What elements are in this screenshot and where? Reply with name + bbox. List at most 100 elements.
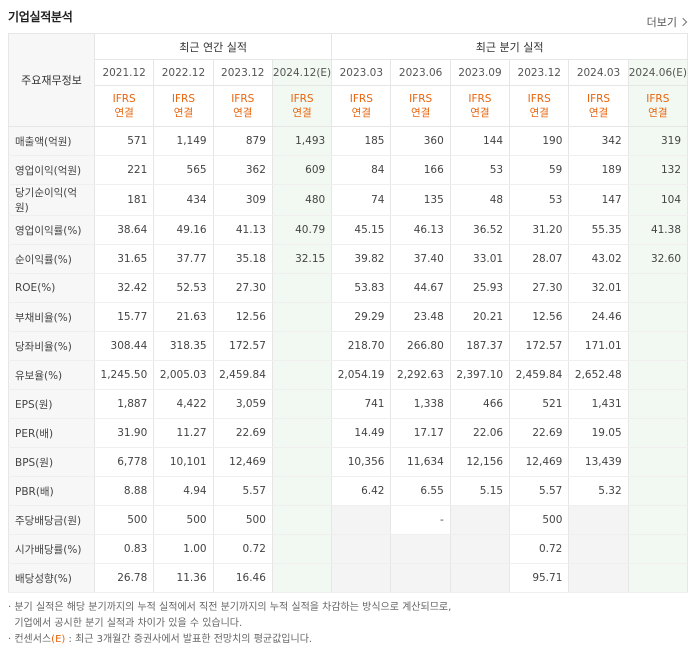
more-link[interactable]: 더보기 bbox=[646, 14, 688, 30]
row-label: EPS(원) bbox=[8, 389, 95, 419]
table-cell bbox=[627, 447, 689, 477]
table-cell: 1,245.50 bbox=[93, 360, 155, 390]
ifrs-bottom: 연결 bbox=[410, 107, 431, 119]
table-cell bbox=[271, 447, 333, 477]
table-cell: 1,149 bbox=[153, 126, 214, 156]
table-cell: 25.93 bbox=[449, 273, 511, 303]
footnote-2: · 컨센서스(E) : 최근 3개월간 증권사에서 발표한 전망치의 평균값입니… bbox=[8, 634, 313, 645]
table-cell: 53 bbox=[449, 155, 511, 185]
table-cell bbox=[568, 534, 629, 564]
row-label: PBR(배) bbox=[8, 476, 95, 506]
table-cell: 32.60 bbox=[627, 244, 689, 274]
table-cell bbox=[271, 360, 333, 390]
footnotes: · 분기 실적은 해당 분기까지의 누적 실적에서 직전 분기까지의 누적 실적… bbox=[8, 600, 451, 648]
row-label: 당기순이익(억원) bbox=[8, 184, 95, 216]
table-cell: 0.72 bbox=[509, 534, 570, 564]
table-cell: 15.77 bbox=[93, 302, 155, 332]
table-cell: 218.70 bbox=[331, 331, 392, 361]
row-label: 영업이익률(%) bbox=[8, 215, 95, 245]
table-cell bbox=[331, 505, 392, 535]
ifrs-bottom: 연결 bbox=[233, 107, 253, 119]
table-cell: 84 bbox=[331, 155, 392, 185]
table-cell: 19.05 bbox=[568, 418, 629, 448]
table-cell: 104 bbox=[627, 184, 689, 216]
period-header: 2023.09 bbox=[449, 59, 511, 86]
table-row: 부채비율(%) 15.77 21.63 12.56 29.29 23.48 20.21 12.… bbox=[8, 302, 689, 332]
table-cell: 172.57 bbox=[509, 331, 570, 361]
row-label: 유보율(%) bbox=[8, 360, 95, 390]
table-cell: 12,469 bbox=[212, 447, 273, 477]
table-cell: 41.38 bbox=[627, 215, 689, 245]
table-cell: 40.79 bbox=[271, 215, 333, 245]
ifrs-label: IFRS 연결 bbox=[627, 85, 689, 127]
table-cell: 0.72 bbox=[212, 534, 273, 564]
table-cell bbox=[627, 331, 689, 361]
table-row: 유보율(%) 1,245.50 2,005.03 2,459.84 2,054.19 2,… bbox=[8, 360, 689, 390]
table-cell: 166 bbox=[390, 155, 451, 185]
table-cell: 11.27 bbox=[153, 418, 214, 448]
ifrs-label: IFRS 연결 bbox=[153, 85, 214, 127]
table-cell: 1.00 bbox=[153, 534, 214, 564]
table-cell: 1,887 bbox=[93, 389, 155, 419]
period-header: 2021.12 bbox=[93, 59, 155, 86]
ifrs-bottom: 연결 bbox=[588, 107, 609, 119]
period-header: 2024.12(E) bbox=[271, 59, 333, 86]
table-cell: 144 bbox=[449, 126, 511, 156]
table-cell: 20.21 bbox=[449, 302, 511, 332]
table-cell: 8.88 bbox=[93, 476, 155, 506]
table-cell: 44.67 bbox=[390, 273, 451, 303]
ifrs-label: IFRS 연결 bbox=[93, 85, 155, 127]
table-cell: 12,469 bbox=[509, 447, 570, 477]
table-row: PER(배) 31.90 11.27 22.69 14.49 17.17 22.06 22.6… bbox=[8, 418, 689, 448]
table-cell bbox=[627, 302, 689, 332]
ifrs-top: IFRS bbox=[112, 93, 136, 105]
table-cell: 32.42 bbox=[93, 273, 155, 303]
table-cell: 29.29 bbox=[331, 302, 392, 332]
ifrs-label: IFRS 연결 bbox=[449, 85, 511, 127]
table-row: PBR(배) 8.88 4.94 5.57 6.42 6.55 5.15 5.57 5.32 bbox=[8, 476, 689, 506]
table-cell bbox=[449, 534, 511, 564]
table-cell: 22.69 bbox=[212, 418, 273, 448]
table-cell: 879 bbox=[212, 126, 273, 156]
table-cell: 46.13 bbox=[390, 215, 451, 245]
table-cell: 500 bbox=[93, 505, 155, 535]
table-cell: 309 bbox=[212, 184, 273, 216]
table-cell: 26.78 bbox=[93, 563, 155, 593]
table-cell: 2,292.63 bbox=[390, 360, 451, 390]
table-cell bbox=[271, 331, 333, 361]
table-cell: 13,439 bbox=[568, 447, 629, 477]
ifrs-label: IFRS 연결 bbox=[509, 85, 570, 127]
table-cell: 10,101 bbox=[153, 447, 214, 477]
table-cell: 181 bbox=[93, 184, 155, 216]
table-cell: 45.15 bbox=[331, 215, 392, 245]
table-cell: 12.56 bbox=[509, 302, 570, 332]
ifrs-bottom: 연결 bbox=[114, 107, 134, 119]
table-row: EPS(원) 1,887 4,422 3,059 741 1,338 466 521 1,431 bbox=[8, 389, 689, 419]
table-cell: 565 bbox=[153, 155, 214, 185]
period-header: 2023.03 bbox=[331, 59, 392, 86]
table-cell: 27.30 bbox=[212, 273, 273, 303]
chevron-right-icon bbox=[678, 17, 688, 27]
more-label: 더보기 bbox=[646, 16, 677, 29]
row-label: 시가배당률(%) bbox=[8, 534, 95, 564]
table-cell: 342 bbox=[568, 126, 629, 156]
row-label: 영업이익(억원) bbox=[8, 155, 95, 185]
ifrs-label: IFRS 연결 bbox=[331, 85, 392, 127]
ifrs-bottom: 연결 bbox=[648, 107, 668, 119]
table-cell: 147 bbox=[568, 184, 629, 216]
table-cell: 22.06 bbox=[449, 418, 511, 448]
table-cell: 5.32 bbox=[568, 476, 629, 506]
table-cell: 5.57 bbox=[509, 476, 570, 506]
table-cell bbox=[449, 563, 511, 593]
table-cell bbox=[271, 418, 333, 448]
table-cell: 2,054.19 bbox=[331, 360, 392, 390]
ifrs-label: IFRS 연결 bbox=[271, 85, 333, 127]
table-cell bbox=[627, 534, 689, 564]
table-cell bbox=[568, 563, 629, 593]
table-cell: 4,422 bbox=[153, 389, 214, 419]
table-row: 영업이익률(%) 38.64 49.16 41.13 40.79 45.15 46.13 36… bbox=[8, 215, 689, 245]
table-cell: 308.44 bbox=[93, 331, 155, 361]
table-cell: 6.42 bbox=[331, 476, 392, 506]
ifrs-top: IFRS bbox=[171, 93, 195, 105]
table-cell: 37.40 bbox=[390, 244, 451, 274]
